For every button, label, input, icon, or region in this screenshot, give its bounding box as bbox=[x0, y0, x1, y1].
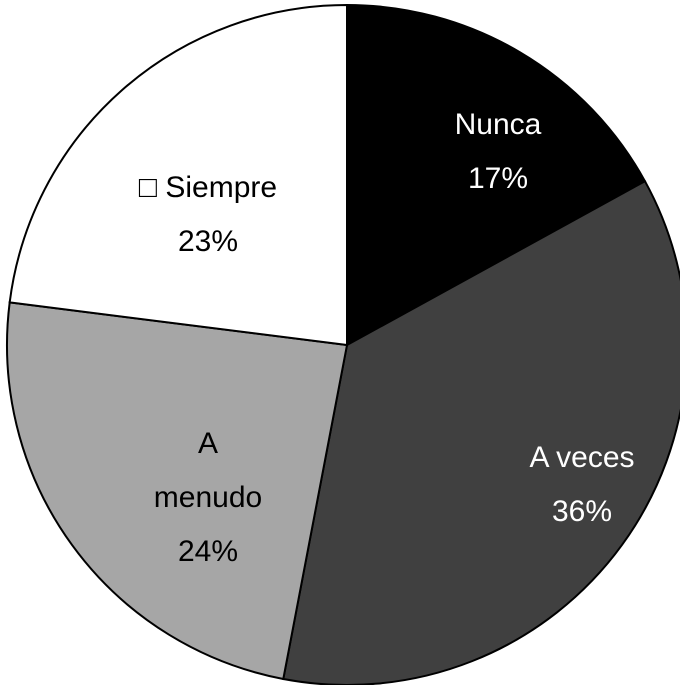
value-label: 36% bbox=[551, 495, 613, 528]
category-label: □ Siempre bbox=[138, 171, 278, 204]
slice-label: Nunca 17% bbox=[423, 98, 573, 206]
category-label: A menudo bbox=[153, 427, 263, 514]
category-label: Nunca bbox=[454, 108, 542, 141]
pie-slice bbox=[346, 3, 647, 347]
slice-label: A menudo 24% bbox=[153, 417, 263, 579]
value-label: 17% bbox=[467, 162, 529, 195]
category-label: A veces bbox=[529, 441, 635, 474]
slice-label: A veces 36% bbox=[507, 431, 657, 539]
pie-slice bbox=[8, 3, 348, 347]
value-label: 23% bbox=[177, 225, 239, 258]
pie-slice bbox=[6, 301, 349, 681]
slice-label: □ Siempre 23% bbox=[123, 161, 293, 269]
pie-slice bbox=[282, 179, 680, 685]
value-label: 24% bbox=[177, 535, 239, 568]
